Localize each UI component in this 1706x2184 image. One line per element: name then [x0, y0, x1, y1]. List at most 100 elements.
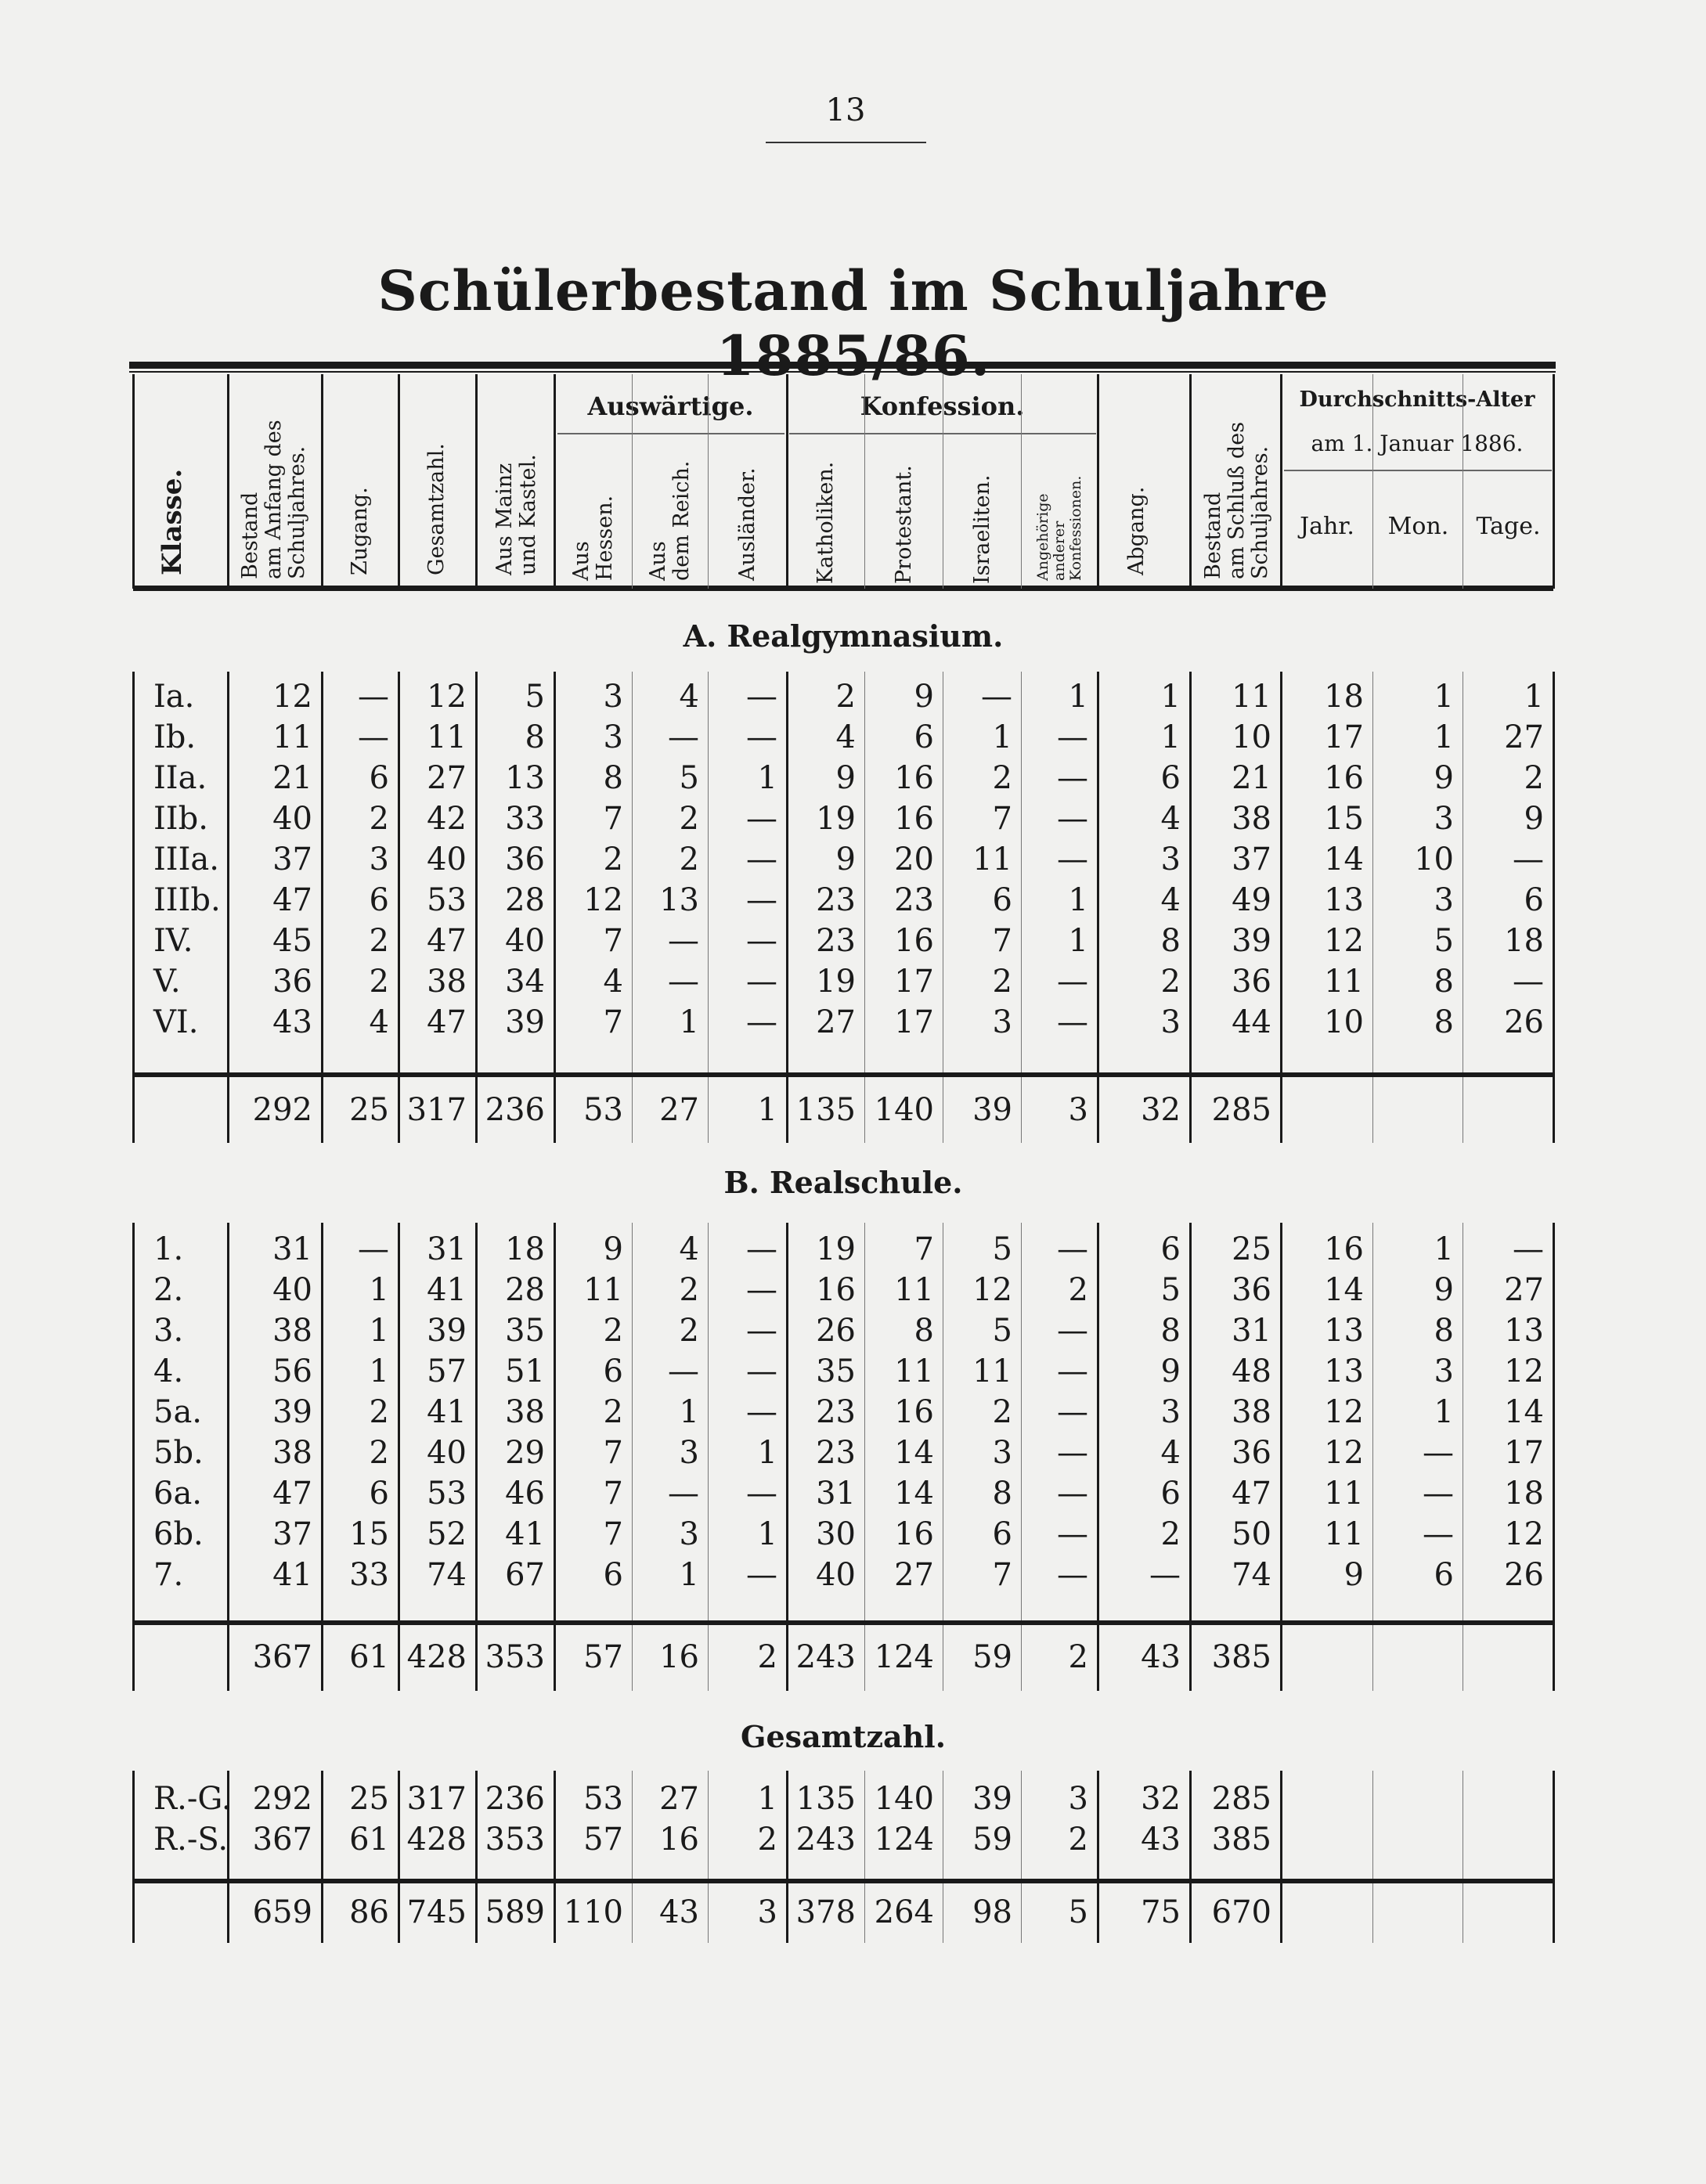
table-cell: —: [746, 1004, 777, 1040]
table-cell: 6: [1160, 760, 1181, 796]
table-cell: 51: [505, 1353, 545, 1389]
column-divider-header: [1553, 374, 1555, 589]
total-cell: 264: [874, 1894, 934, 1930]
table-cell: 47: [272, 882, 312, 918]
table-cell: 4: [369, 1004, 389, 1040]
column-divider-section-2: [554, 1771, 556, 1943]
total-cell: 243: [795, 1639, 856, 1675]
table-cell: 8: [525, 719, 545, 755]
table-cell: 23: [816, 1394, 856, 1430]
table-cell: 3: [1160, 842, 1181, 878]
table-cell: 1: [369, 1353, 389, 1389]
column-divider-header: [1097, 374, 1099, 589]
header-tage: Tage.: [1476, 513, 1541, 540]
table-cell: 9: [1434, 760, 1454, 796]
table-cell: 8: [992, 1476, 1012, 1512]
column-divider-header: [554, 374, 556, 589]
table-cell: —: [1057, 1394, 1088, 1430]
table-cell: 18: [1504, 923, 1544, 959]
table-cell: 3: [1434, 801, 1454, 837]
table-cell: 7: [992, 923, 1012, 959]
table-cell: —: [1057, 719, 1088, 755]
table-cell: 9: [914, 679, 934, 715]
table-cell: 11: [972, 842, 1012, 878]
column-divider-header: [227, 374, 229, 589]
table-cell: —: [746, 1476, 777, 1512]
total-cell: 428: [406, 1639, 467, 1675]
total-cell: 670: [1211, 1894, 1271, 1930]
table-cell: 2: [1068, 1822, 1088, 1858]
table-cell: 15: [1324, 801, 1364, 837]
column-divider-section-1: [554, 1223, 556, 1691]
table-cell: 41: [427, 1394, 467, 1430]
table-cell: 27: [427, 760, 467, 796]
row-label: Ib.: [153, 719, 197, 755]
table-cell: —: [746, 679, 777, 715]
table-cell: 25: [1232, 1231, 1271, 1267]
column-divider-header: [132, 374, 135, 589]
table-cell: 38: [505, 1394, 545, 1430]
total-cell: 98: [972, 1894, 1012, 1930]
total-cell: 124: [874, 1639, 934, 1675]
table-cell: 236: [485, 1781, 545, 1817]
table-cell: 12: [1324, 1394, 1364, 1430]
table-cell: 7: [603, 1435, 623, 1471]
column-divider-section-0: [864, 672, 865, 1143]
table-cell: 12: [1504, 1516, 1544, 1552]
table-cell: 1: [1068, 679, 1088, 715]
table-cell: 57: [583, 1822, 623, 1858]
total-cell: 589: [485, 1894, 545, 1930]
table-cell: —: [746, 923, 777, 959]
column-divider-section-0: [227, 672, 229, 1143]
table-cell: 9: [1524, 801, 1544, 837]
table-cell: 1: [1160, 679, 1181, 715]
table-cell: —: [1057, 760, 1088, 796]
page-number-rule: [766, 142, 926, 143]
column-divider-section-2: [398, 1771, 400, 1943]
table-cell: 7: [603, 801, 623, 837]
table-cell: 7: [914, 1231, 934, 1267]
table-cell: [1281, 1779, 1373, 1819]
column-divider-section-0: [475, 672, 478, 1143]
total-cell: 1: [757, 1092, 777, 1128]
table-cell: 40: [505, 923, 545, 959]
table-cell: 18: [1504, 1476, 1544, 1512]
table-cell: 14: [1324, 842, 1364, 878]
table-cell: 14: [894, 1476, 934, 1512]
table-cell: 46: [505, 1476, 545, 1512]
column-divider-section-2: [708, 1771, 709, 1943]
column-divider-section-2: [1553, 1771, 1555, 1943]
table-cell: 16: [1324, 760, 1364, 796]
column-divider-header: [1372, 374, 1373, 589]
table-cell: 36: [1232, 1272, 1271, 1308]
table-cell: 29: [505, 1435, 545, 1471]
table-cell: 2: [1160, 1516, 1181, 1552]
table-cell: 18: [505, 1231, 545, 1267]
table-cell: 42: [427, 801, 467, 837]
table-cell: 47: [272, 1476, 312, 1512]
table-cell: 3: [1068, 1781, 1088, 1817]
table-cell: 6: [1434, 1557, 1454, 1593]
table-cell: 61: [349, 1822, 389, 1858]
total-cell: 16: [659, 1639, 699, 1675]
table-cell: 23: [816, 1435, 856, 1471]
row-label: 6b.: [153, 1516, 204, 1552]
total-cell: 57: [583, 1639, 623, 1675]
table-cell: 47: [1232, 1476, 1271, 1512]
header-auslaender: Ausländer.: [735, 467, 759, 581]
total-cell: 39: [972, 1092, 1012, 1128]
table-cell: 7: [603, 923, 623, 959]
table-cell: 4: [1160, 882, 1181, 918]
header-klasse: Klasse.: [157, 468, 188, 575]
table-cell: 2: [992, 1394, 1012, 1430]
table-cell: 2: [1160, 964, 1181, 1000]
table-cell: 44: [1232, 1004, 1271, 1040]
table-cell: 285: [1211, 1781, 1271, 1817]
table-cell: 8: [1160, 1313, 1181, 1349]
table-cell: 53: [427, 1476, 467, 1512]
table-cell: 13: [1324, 1353, 1364, 1389]
table-cell: —: [981, 679, 1012, 715]
table-cell: 52: [427, 1516, 467, 1552]
table-cell: 4: [1160, 1435, 1181, 1471]
table-cell: 4: [679, 679, 699, 715]
